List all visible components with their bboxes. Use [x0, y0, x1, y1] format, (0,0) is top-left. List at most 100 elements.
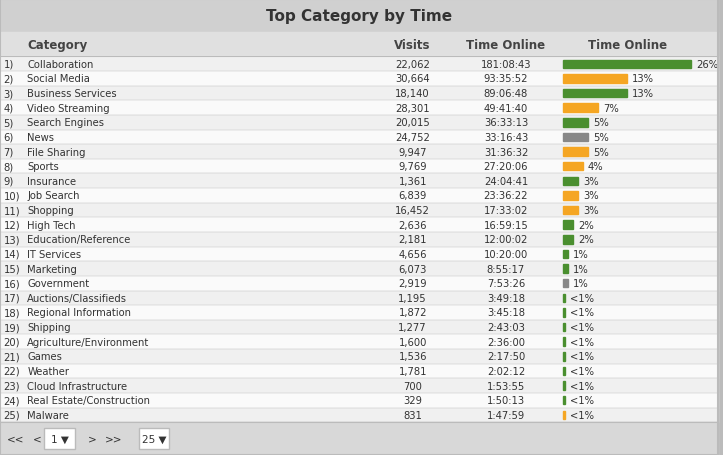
Text: Government: Government — [27, 278, 90, 288]
Text: 3%: 3% — [583, 177, 599, 187]
Bar — [0, 262, 718, 276]
Text: 20,015: 20,015 — [395, 118, 430, 128]
Bar — [0, 145, 718, 160]
Text: 25): 25) — [4, 410, 20, 420]
Text: IT Services: IT Services — [27, 249, 82, 259]
Text: <1%: <1% — [570, 352, 594, 362]
Bar — [563, 338, 565, 346]
Text: Games: Games — [27, 352, 62, 362]
Text: Sports: Sports — [27, 162, 59, 172]
Bar — [0, 408, 718, 422]
Text: 2,636: 2,636 — [398, 220, 427, 230]
Text: 5%: 5% — [593, 118, 609, 128]
Text: Real Estate/Construction: Real Estate/Construction — [27, 395, 150, 405]
Text: 13%: 13% — [633, 74, 654, 84]
Text: <1%: <1% — [570, 366, 594, 376]
Text: 6): 6) — [4, 132, 14, 142]
Text: 2%: 2% — [578, 235, 594, 245]
Bar — [0, 72, 718, 86]
Text: <1%: <1% — [570, 337, 594, 347]
Text: 24): 24) — [4, 395, 20, 405]
Text: Top Category by Time: Top Category by Time — [266, 9, 452, 24]
Text: 18,140: 18,140 — [395, 89, 430, 99]
Bar — [0, 101, 718, 116]
Text: <1%: <1% — [570, 323, 594, 332]
Text: 2,919: 2,919 — [398, 278, 427, 288]
Bar — [0, 57, 718, 72]
Text: 1,361: 1,361 — [398, 177, 427, 187]
Text: Video Streaming: Video Streaming — [27, 103, 110, 113]
Text: 28,301: 28,301 — [395, 103, 430, 113]
Text: 18): 18) — [4, 308, 20, 318]
Text: 2%: 2% — [578, 220, 594, 230]
Text: 16): 16) — [4, 278, 20, 288]
Bar — [563, 308, 565, 317]
Text: 1:47:59: 1:47:59 — [487, 410, 525, 420]
Text: <1%: <1% — [570, 308, 594, 318]
Bar — [563, 148, 588, 157]
Bar — [563, 279, 568, 288]
Bar — [563, 411, 565, 419]
Bar — [563, 265, 568, 273]
Text: 6,073: 6,073 — [398, 264, 427, 274]
Text: 1,277: 1,277 — [398, 323, 427, 332]
Text: Visits: Visits — [395, 39, 431, 51]
Bar — [563, 236, 573, 244]
Text: 1,781: 1,781 — [398, 366, 427, 376]
Text: 4%: 4% — [588, 162, 604, 172]
Text: 9): 9) — [4, 177, 14, 187]
Text: 36:33:13: 36:33:13 — [484, 118, 528, 128]
Text: >>: >> — [105, 434, 122, 444]
Text: High Tech: High Tech — [27, 220, 76, 230]
Text: 9,769: 9,769 — [398, 162, 427, 172]
Text: Agriculture/Environment: Agriculture/Environment — [27, 337, 150, 347]
Bar — [0, 305, 718, 320]
Bar — [563, 294, 565, 303]
Text: Cloud Infrastructure: Cloud Infrastructure — [27, 381, 127, 391]
Bar — [563, 221, 573, 229]
Text: 1:53:55: 1:53:55 — [487, 381, 525, 391]
Text: 3:45:18: 3:45:18 — [487, 308, 525, 318]
Text: 1%: 1% — [573, 278, 589, 288]
Text: Auctions/Classifieds: Auctions/Classifieds — [27, 293, 127, 303]
Text: 25 ▼: 25 ▼ — [142, 434, 166, 444]
Text: 7:53:26: 7:53:26 — [487, 278, 525, 288]
Text: <<: << — [7, 434, 25, 444]
Text: <1%: <1% — [570, 293, 594, 303]
Text: <1%: <1% — [570, 410, 594, 420]
Text: 89:06:48: 89:06:48 — [484, 89, 528, 99]
Text: 3): 3) — [4, 89, 14, 99]
Bar — [0, 276, 718, 291]
Text: 17): 17) — [4, 293, 20, 303]
Bar — [0, 422, 718, 455]
Text: 10:20:00: 10:20:00 — [484, 249, 528, 259]
Text: 5): 5) — [4, 118, 14, 128]
Text: 15): 15) — [4, 264, 20, 274]
Text: 93:35:52: 93:35:52 — [484, 74, 529, 84]
Text: Search Engines: Search Engines — [27, 118, 104, 128]
Text: Education/Reference: Education/Reference — [27, 235, 131, 245]
Text: 23): 23) — [4, 381, 20, 391]
Text: 8): 8) — [4, 162, 14, 172]
Text: 2): 2) — [4, 74, 14, 84]
Text: 11): 11) — [4, 206, 20, 216]
Bar — [563, 192, 578, 200]
Bar — [0, 33, 718, 57]
Text: 24,752: 24,752 — [395, 132, 430, 142]
Text: 20): 20) — [4, 337, 20, 347]
Text: 1,600: 1,600 — [398, 337, 427, 347]
Bar — [0, 86, 718, 101]
Text: 2,181: 2,181 — [398, 235, 427, 245]
Text: 12:00:02: 12:00:02 — [484, 235, 529, 245]
Text: 1): 1) — [4, 60, 14, 70]
Text: 2:02:12: 2:02:12 — [487, 366, 525, 376]
Text: 22): 22) — [4, 366, 20, 376]
Text: 329: 329 — [403, 395, 422, 405]
Text: 2:17:50: 2:17:50 — [487, 352, 525, 362]
Text: 4,656: 4,656 — [398, 249, 427, 259]
Bar — [563, 119, 588, 127]
Text: Malware: Malware — [27, 410, 69, 420]
Text: Social Media: Social Media — [27, 74, 90, 84]
Bar — [0, 291, 718, 305]
Bar — [563, 396, 565, 404]
